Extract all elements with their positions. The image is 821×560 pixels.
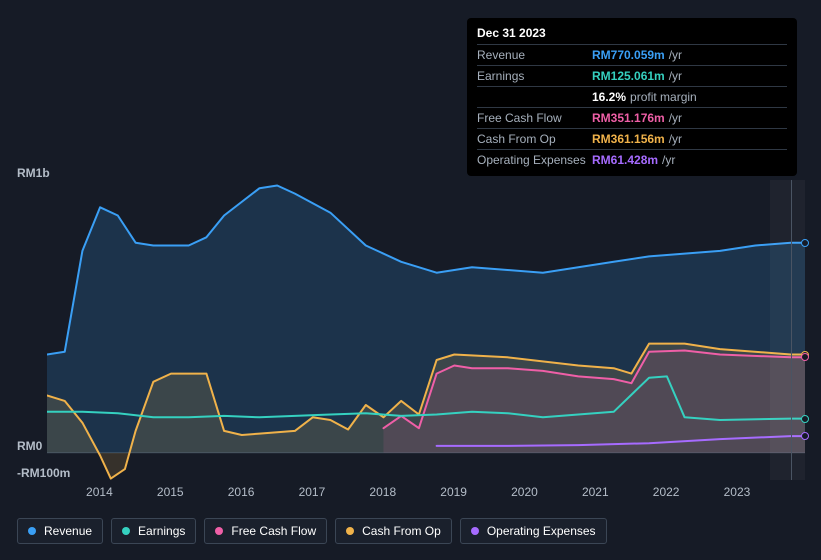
legend-item[interactable]: Free Cash Flow [204,518,327,544]
series-end-marker [801,415,809,423]
series-end-marker [801,239,809,247]
x-axis-label: 2023 [724,485,751,499]
tooltip-metric-label [477,90,592,104]
future-projection-band [770,180,805,480]
legend-color-dot [122,527,130,535]
series-end-marker [801,432,809,440]
tooltip-metric-label: Free Cash Flow [477,111,592,125]
tooltip-metric-value: RM125.061m/yr [592,69,682,83]
x-axis-label: 2015 [157,485,184,499]
legend-label: Operating Expenses [487,524,596,538]
legend-item[interactable]: Operating Expenses [460,518,607,544]
tooltip-row: Free Cash FlowRM351.176m/yr [477,107,787,128]
legend-color-dot [471,527,479,535]
tooltip-row: EarningsRM125.061m/yr [477,65,787,86]
legend-label: Earnings [138,524,185,538]
legend-item[interactable]: Cash From Op [335,518,452,544]
legend-color-dot [215,527,223,535]
tooltip-row: 16.2%profit margin [477,86,787,107]
tooltip-metric-label: Cash From Op [477,132,592,146]
x-axis-label: 2016 [228,485,255,499]
x-axis-label: 2014 [86,485,113,499]
tooltip-row: Cash From OpRM361.156m/yr [477,128,787,149]
tooltip-metric-label: Revenue [477,48,592,62]
legend-item[interactable]: Revenue [17,518,103,544]
x-axis-label: 2022 [653,485,680,499]
tooltip-row: RevenueRM770.059m/yr [477,44,787,65]
y-axis-label: RM1b [17,166,50,180]
tooltip-metric-value: RM770.059m/yr [592,48,682,62]
x-axis-label: 2020 [511,485,538,499]
tooltip-metric-label: Earnings [477,69,592,83]
tooltip-metric-value: 16.2%profit margin [592,90,697,104]
legend-label: Cash From Op [362,524,441,538]
tooltip-date: Dec 31 2023 [477,26,787,40]
x-axis-label: 2021 [582,485,609,499]
series-end-marker [801,353,809,361]
current-date-line [791,180,792,480]
legend-label: Free Cash Flow [231,524,316,538]
financial-chart[interactable]: RM1bRM0-RM100m 2014201520162017201820192… [17,160,805,495]
chart-tooltip: Dec 31 2023 RevenueRM770.059m/yrEarnings… [467,18,797,176]
x-axis-label: 2018 [369,485,396,499]
legend-label: Revenue [44,524,92,538]
tooltip-metric-value: RM361.156m/yr [592,132,682,146]
x-axis-label: 2019 [440,485,467,499]
legend-color-dot [28,527,36,535]
y-axis-label: RM0 [17,439,42,453]
chart-legend: Revenue Earnings Free Cash Flow Cash From O… [17,518,607,544]
tooltip-metric-value: RM351.176m/yr [592,111,682,125]
x-axis-label: 2017 [299,485,326,499]
legend-color-dot [346,527,354,535]
legend-item[interactable]: Earnings [111,518,196,544]
